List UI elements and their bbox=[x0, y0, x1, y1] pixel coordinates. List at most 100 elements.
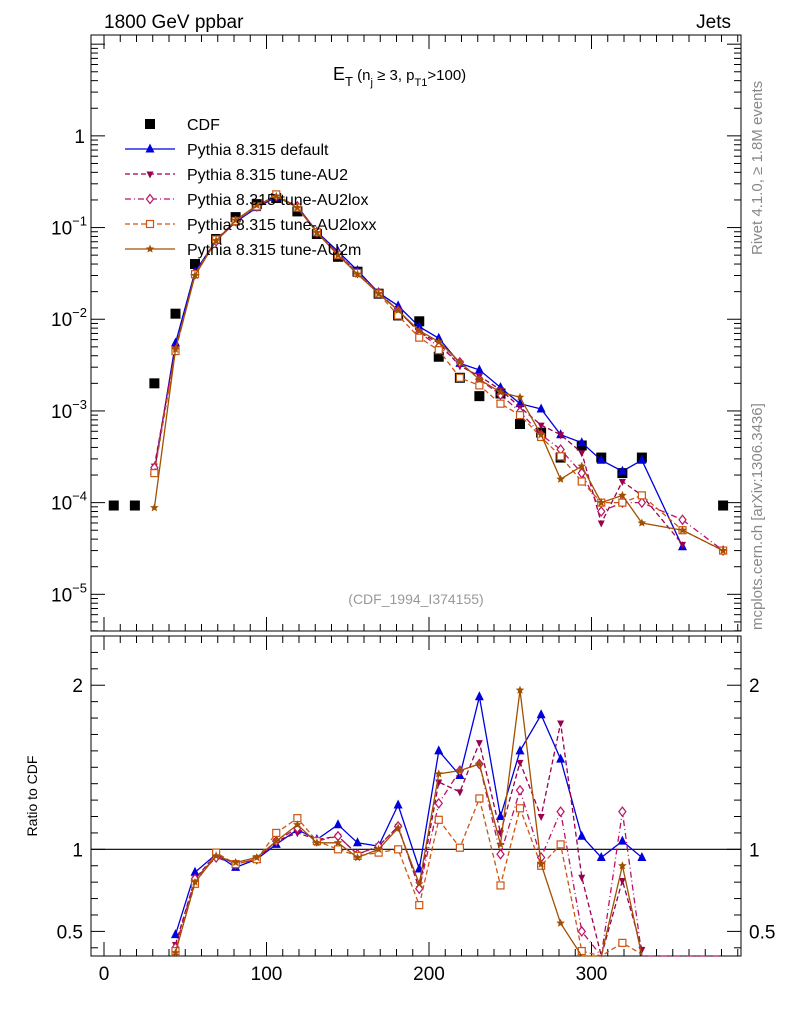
data-point-cdf bbox=[190, 259, 200, 270]
ratio-y-tick-label: 1 bbox=[72, 840, 83, 861]
data-point-pythia-8-315-tune-au2m bbox=[293, 203, 302, 212]
ratio-point-pythia-8-315-tune-au2m bbox=[190, 877, 200, 886]
ratio-point-pythia-8-315-tune-au2m bbox=[231, 858, 240, 867]
ratio-point-pythia-8-315-tune-au2loxx bbox=[515, 804, 525, 813]
ratio-point-pythia-8-315-tune-au2m bbox=[496, 839, 505, 849]
data-point-cdf bbox=[108, 500, 119, 511]
ratio-point-pythia-8-315-default bbox=[496, 811, 505, 821]
data-point-pythia-8-315-tune-au2 bbox=[679, 541, 686, 549]
header-left: 1800 GeV ppbar bbox=[104, 12, 244, 33]
ratio-line-pythia-8-315-tune-au2 bbox=[174, 722, 643, 959]
ratio-point-pythia-8-315-default bbox=[577, 830, 587, 840]
data-point-pythia-8-315-tune-au2m bbox=[577, 461, 586, 470]
ratio-point-pythia-8-315-tune-au2loxx bbox=[394, 845, 403, 854]
legend-label: CDF bbox=[187, 117, 220, 134]
data-point-pythia-8-315-tune-au2loxx bbox=[556, 452, 565, 461]
ratio-point-pythia-8-315-tune-au2m bbox=[556, 918, 565, 927]
data-point-pythia-8-315-tune-au2m bbox=[455, 357, 465, 366]
ratio-point-pythia-8-315-default bbox=[596, 852, 606, 862]
header-right: Jets bbox=[696, 12, 731, 33]
legend-label: Pythia 8.315 tune-AU2m bbox=[187, 242, 361, 259]
data-point-pythia-8-315-tune-au2loxx bbox=[415, 333, 424, 342]
legend-marker bbox=[145, 143, 155, 153]
ratio-point-pythia-8-315-tune-au2lox bbox=[618, 806, 627, 818]
ratio-point-pythia-8-315-default bbox=[515, 745, 525, 755]
legend-label: Pythia 8.315 default bbox=[187, 142, 329, 159]
data-point-pythia-8-315-tune-au2lox bbox=[596, 506, 606, 517]
data-point-pythia-8-315-tune-au2 bbox=[618, 479, 626, 487]
data-point-pythia-8-315-tune-au2m bbox=[231, 215, 240, 224]
y-tick-label-base: 10 bbox=[51, 494, 72, 515]
data-point-pythia-8-315-tune-au2lox bbox=[678, 514, 687, 526]
ratio-point-pythia-8-315-tune-au2 bbox=[537, 814, 545, 822]
y-tick-label: 1 bbox=[74, 127, 85, 148]
data-point-pythia-8-315-tune-au2loxx bbox=[577, 477, 586, 486]
ratio-line-pythia-8-315-tune-au2loxx bbox=[174, 796, 643, 957]
data-point-pythia-8-315-tune-au2loxx bbox=[637, 491, 646, 500]
ratio-point-pythia-8-315-tune-au2m bbox=[455, 766, 465, 775]
ratio-point-pythia-8-315-default bbox=[190, 866, 200, 876]
ratio-point-pythia-8-315-tune-au2 bbox=[475, 740, 483, 748]
ratio-point-pythia-8-315-default bbox=[393, 799, 403, 809]
ratio-point-pythia-8-315-default bbox=[474, 691, 484, 701]
data-point-pythia-8-315-default bbox=[474, 364, 484, 374]
data-point-pythia-8-315-tune-au2m bbox=[333, 250, 343, 259]
ratio-point-pythia-8-315-tune-au2m bbox=[312, 838, 322, 847]
data-point-pythia-8-315-tune-au2m bbox=[150, 503, 159, 512]
data-point-pythia-8-315-tune-au2loxx bbox=[618, 498, 627, 507]
x-tick-label: 100 bbox=[251, 964, 283, 985]
ratio-point-pythia-8-315-tune-au2loxx bbox=[434, 815, 443, 824]
data-point-pythia-8-315-tune-au2m bbox=[252, 200, 261, 209]
plot-title: ET (nj ≥ 3, pT1>100) bbox=[333, 64, 466, 89]
ratio-point-pythia-8-315-tune-au2m bbox=[536, 859, 546, 868]
data-point-pythia-8-315-tune-au2m bbox=[496, 387, 505, 396]
ratio-y-tick-label-right: 1 bbox=[749, 840, 760, 861]
ratio-point-pythia-8-315-tune-au2loxx bbox=[455, 843, 464, 852]
data-point-pythia-8-315-default bbox=[393, 300, 403, 310]
data-point-pythia-8-315-default bbox=[637, 454, 647, 464]
data-point-pythia-8-315-tune-au2m bbox=[618, 490, 627, 499]
legend-label: Pythia 8.315 tune-AU2 bbox=[187, 167, 348, 184]
ratio-point-pythia-8-315-tune-au2m bbox=[434, 769, 443, 778]
ratio-point-pythia-8-315-default bbox=[434, 745, 444, 755]
data-point-pythia-8-315-tune-au2m bbox=[353, 269, 362, 278]
data-point-cdf bbox=[474, 391, 485, 402]
data-point-pythia-8-315-tune-au2 bbox=[537, 422, 545, 430]
ratio-point-pythia-8-315-tune-au2 bbox=[516, 759, 524, 767]
ratio-point-pythia-8-315-tune-au2loxx bbox=[496, 881, 505, 890]
ratio-point-pythia-8-315-tune-au2lox bbox=[577, 925, 587, 937]
x-tick-label: 200 bbox=[413, 964, 445, 985]
data-point-cdf bbox=[129, 500, 140, 511]
data-point-pythia-8-315-tune-au2 bbox=[557, 432, 565, 440]
main-plot-layer: 110−110−210−310−410−5 bbox=[51, 35, 741, 632]
ratio-point-pythia-8-315-tune-au2 bbox=[557, 720, 565, 728]
ratio-point-pythia-8-315-tune-au2loxx bbox=[272, 828, 281, 838]
y-tick-label-exponent: −4 bbox=[72, 489, 87, 504]
ratio-y-tick-label-right: 2 bbox=[749, 676, 760, 697]
y-tick-label: 10−4 bbox=[51, 489, 87, 515]
data-point-pythia-8-315-tune-au2loxx bbox=[455, 373, 464, 382]
title-sub2: j bbox=[369, 77, 372, 89]
side-rivet-label: Rivet 4.1.0, ≥ 1.8M events bbox=[749, 81, 766, 255]
legend-marker bbox=[146, 171, 154, 179]
y-tick-label-exponent: −5 bbox=[72, 580, 87, 595]
ratio-point-pythia-8-315-tune-au2 bbox=[578, 874, 586, 882]
ratio-y-tick-label: 0.5 bbox=[57, 922, 83, 943]
y-tick-label-base: 10 bbox=[51, 402, 72, 423]
legend-marker bbox=[145, 244, 155, 253]
y-tick-label-exponent: −3 bbox=[72, 397, 87, 412]
data-point-pythia-8-315-tune-au2m bbox=[374, 289, 383, 298]
ratio-point-pythia-8-315-tune-au2m bbox=[333, 838, 343, 847]
title-sub3: T1 bbox=[415, 77, 428, 89]
y-tick-label: 10−1 bbox=[51, 214, 87, 240]
ratio-point-pythia-8-315-tune-au2loxx bbox=[618, 938, 627, 947]
data-point-pythia-8-315-tune-au2m bbox=[536, 430, 546, 439]
data-point-pythia-8-315-default bbox=[577, 437, 587, 447]
ratio-point-pythia-8-315-tune-au2m bbox=[171, 948, 180, 957]
data-point-pythia-8-315-default bbox=[596, 454, 606, 464]
side-mcplots-label: mcplots.cern.ch [arXiv:1306.3436] bbox=[749, 403, 766, 630]
ratio-point-pythia-8-315-tune-au2loxx bbox=[333, 845, 343, 854]
ratio-point-pythia-8-315-tune-au2m bbox=[393, 823, 403, 832]
ratio-point-pythia-8-315-tune-au2m bbox=[515, 685, 525, 694]
